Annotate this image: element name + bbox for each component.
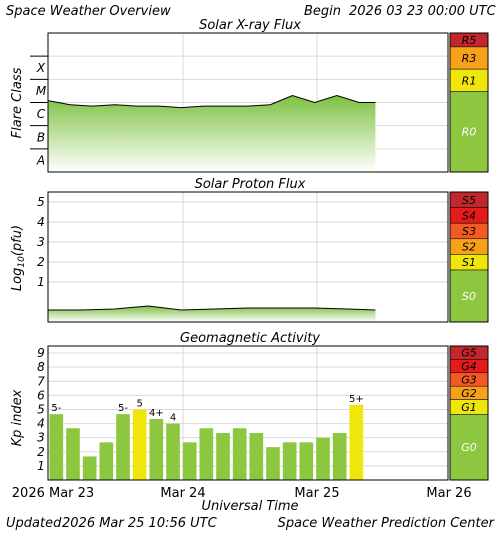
kp-bar <box>299 442 314 480</box>
xray-title: Solar X-ray Flux <box>199 18 301 33</box>
kp-ytick-1: 1 <box>37 459 45 473</box>
kp-bar <box>332 433 347 480</box>
proton-ytick-3: 3 <box>37 235 45 249</box>
x-tick-mar23: 2026 Mar 23 <box>12 486 94 501</box>
proton-ytick-1: 1 <box>37 275 45 289</box>
kp-bar <box>166 423 180 480</box>
kp-bar-label: 5 <box>136 398 142 409</box>
xray-class-label-A: A <box>36 153 45 167</box>
kp-bar <box>349 404 364 480</box>
kp-scale-label-G5: G5 <box>461 347 477 360</box>
kp-bar <box>266 447 280 480</box>
kp-ytick-3: 3 <box>37 431 45 445</box>
xray-scale-label-R1: R1 <box>462 74 477 87</box>
kp-scale-G0 <box>449 414 489 481</box>
kp-ytick-9: 9 <box>37 346 45 360</box>
kp-bar-label: 4 <box>170 413 176 424</box>
kp-bar-label: 4+ <box>149 408 164 419</box>
prediction-center: Space Weather Prediction Center <box>278 516 496 531</box>
kp-ytick-5: 5 <box>37 402 45 416</box>
kp-bar <box>232 428 247 480</box>
panel-0-scale-frame <box>449 32 489 173</box>
geomag-ylabel: Kp index <box>10 389 25 446</box>
kp-ytick-6: 6 <box>37 388 45 402</box>
kp-scale-label-G3: G3 <box>461 374 477 387</box>
kp-scale-label-G1: G1 <box>461 401 477 414</box>
panel-2-frame <box>47 345 449 481</box>
proton-ylabel: Log10(pfu) <box>10 225 27 291</box>
kp-bar-label: 5- <box>118 403 128 414</box>
kp-bar <box>199 428 214 480</box>
proton-scale-label-S0: S0 <box>462 290 476 303</box>
kp-scale-label-G0: G0 <box>461 441 477 454</box>
x-tick-mar26: Mar 26 <box>426 486 471 501</box>
panel-1-plot-area <box>48 192 448 322</box>
kp-ytick-4: 4 <box>37 417 45 431</box>
panel-2-scale-frame <box>449 345 489 481</box>
updated-label: Updated <box>6 516 62 531</box>
kp-bar <box>149 418 164 480</box>
xray-flux-line <box>47 94 376 109</box>
xray-class-label-B: B <box>37 130 45 144</box>
xray-class-label-M: M <box>36 84 47 98</box>
proton-ytick-4: 4 <box>37 215 45 229</box>
overview-title: Space Weather Overview <box>6 4 171 19</box>
kp-bar-label: 5- <box>51 403 61 414</box>
kp-bar <box>216 433 230 480</box>
xray-flux-area <box>48 95 376 172</box>
proton-scale-label-S2: S2 <box>462 241 476 254</box>
proton-scale-label-S4: S4 <box>462 209 476 222</box>
xray-scale-label-R3: R3 <box>462 52 477 65</box>
kp-bar <box>249 433 264 480</box>
xray-scale-label-R5: R5 <box>462 34 477 47</box>
xray-class-label-C: C <box>37 107 46 121</box>
panel-1-scale-frame <box>449 191 489 323</box>
proton-scale-label-S5: S5 <box>462 194 476 207</box>
xray-ylabel: Flare Class <box>10 67 25 138</box>
kp-bar <box>132 409 147 480</box>
x-tick-mar25: Mar 25 <box>294 486 339 501</box>
proton-flux-line <box>48 305 376 311</box>
kp-bar <box>182 442 197 480</box>
kp-bar <box>66 428 80 480</box>
kp-scale-label-G2: G2 <box>461 387 477 400</box>
kp-ytick-7: 7 <box>37 374 45 388</box>
xray-class-label-X: X <box>36 61 46 75</box>
kp-bar-label: 5+ <box>349 394 364 405</box>
proton-scale-S0 <box>449 269 489 323</box>
xray-scale-R0 <box>449 91 489 173</box>
xray-scale-label-R0: R0 <box>462 126 477 139</box>
x-axis-label: Universal Time <box>201 499 298 514</box>
proton-ytick-5: 5 <box>37 195 45 209</box>
proton-flux-area <box>48 306 376 322</box>
panel-2-plot-area <box>48 346 448 480</box>
proton-scale-label-S3: S3 <box>462 225 476 238</box>
kp-ytick-8: 8 <box>37 360 45 374</box>
proton-ytick-2: 2 <box>37 255 45 269</box>
geomag-title: Geomagnetic Activity <box>180 331 320 346</box>
panel-0-frame <box>47 32 449 173</box>
kp-ytick-2: 2 <box>37 445 45 459</box>
x-tick-mar24: Mar 24 <box>160 486 205 501</box>
kp-bar <box>316 437 330 480</box>
kp-bar <box>116 414 130 480</box>
proton-scale-label-S1: S1 <box>462 256 476 269</box>
begin-date: 2026 03 23 00:00 UTC <box>349 4 497 19</box>
proton-title: Solar Proton Flux <box>195 177 306 192</box>
panel-1-frame <box>47 191 449 323</box>
begin-label: Begin <box>304 4 341 19</box>
kp-bar <box>49 414 64 480</box>
kp-scale-label-G4: G4 <box>461 360 477 373</box>
kp-bar <box>99 442 114 480</box>
updated-date: 2026 Mar 25 10:56 UTC <box>62 516 218 531</box>
kp-bar <box>82 456 97 480</box>
kp-bar <box>282 442 297 480</box>
